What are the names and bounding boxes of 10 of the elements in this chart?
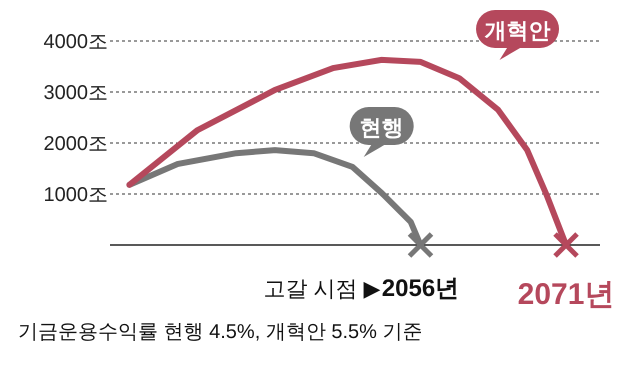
y-tick-label: 1000조 [44, 184, 108, 206]
x-tick-label: 2071년 [518, 278, 614, 311]
x-axis-title: 고갈 시점 ▶ [263, 276, 381, 301]
x-tick-label: 2056년 [382, 275, 460, 302]
y-tick-label: 4000조 [44, 31, 108, 53]
y-tick-label: 3000조 [44, 82, 108, 104]
series-label: 현행 [360, 115, 404, 140]
text: 기금운용수익률 현행 4.5%, 개혁안 5.5% 기준 [18, 321, 423, 343]
y-tick-label: 2000조 [44, 133, 108, 155]
series-label: 개혁안 [484, 18, 551, 43]
